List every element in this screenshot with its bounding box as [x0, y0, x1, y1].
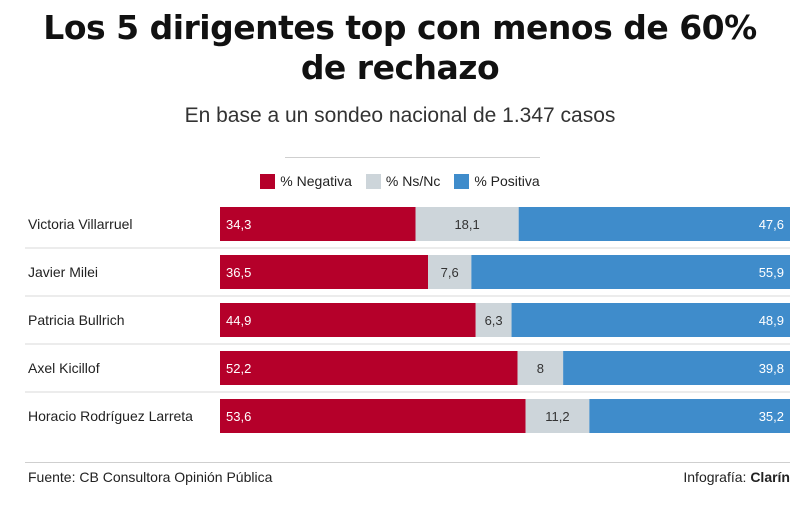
credit-brand: Clarín: [750, 469, 790, 485]
legend: % Negativa % Ns/Nc % Positiva: [0, 173, 800, 189]
data-label-positiva: 47,6: [759, 217, 784, 232]
category-label: Victoria Villarruel: [28, 216, 133, 232]
data-label-nsnc: 18,1: [454, 217, 479, 232]
data-label-nsnc: 8: [537, 361, 544, 376]
credit-note: Infografía: Clarín: [683, 469, 790, 485]
bar-segment-nsnc: [525, 399, 590, 433]
legend-label-nsnc: % Ns/Nc: [385, 173, 441, 189]
legend-item-positiva: % Positiva: [454, 173, 540, 189]
bar-segment-positiva: [471, 255, 790, 289]
bar-segment-nsnc: [475, 303, 512, 337]
bar-segment-positiva: [518, 207, 790, 241]
legend-swatch-negativa: [260, 173, 276, 189]
category-label: Patricia Bullrich: [28, 312, 124, 328]
bar-segment-negativa: [220, 255, 429, 289]
legend-label-negativa: % Negativa: [280, 173, 352, 189]
chart-subtitle: En base a un sondeo nacional de 1.347 ca…: [184, 104, 616, 127]
data-label-negativa: 53,6: [226, 409, 251, 424]
footer-divider: [25, 462, 790, 463]
bar-segment-negativa: [220, 399, 526, 433]
bar-segment-nsnc: [428, 255, 472, 289]
chart-title: Los 5 dirigentes top con menos de 60% de…: [43, 8, 757, 87]
bar-segment-positiva: [511, 303, 790, 337]
data-label-nsnc: 7,6: [441, 265, 459, 280]
data-label-negativa: 36,5: [226, 265, 251, 280]
legend-swatch-nsnc: [365, 173, 381, 189]
category-label: Javier Milei: [28, 264, 98, 280]
data-label-negativa: 44,9: [226, 313, 251, 328]
bar-segment-negativa: [220, 303, 476, 337]
bar-segment-nsnc: [415, 207, 519, 241]
data-label-negativa: 52,2: [226, 361, 251, 376]
stacked-bar-chart: Victoria Villarruel 34,3 18,1 47,6 Javier Mi…: [25, 207, 790, 433]
category-label: Axel Kicillof: [28, 360, 100, 376]
bar-segment-nsnc: [517, 351, 564, 385]
source-note: Fuente: CB Consultora Opinión Pública: [28, 469, 273, 485]
bar-segment-positiva: [563, 351, 790, 385]
data-label-negativa: 34,3: [226, 217, 251, 232]
credit-prefix: Infografía:: [683, 469, 751, 485]
divider: [285, 157, 540, 158]
legend-item-negativa: % Negativa: [260, 173, 352, 189]
category-label: Horacio Rodríguez Larreta: [28, 408, 193, 424]
bar-segment-negativa: [220, 207, 416, 241]
legend-swatch-positiva: [454, 173, 470, 189]
data-label-positiva: 55,9: [759, 265, 784, 280]
data-label-positiva: 39,8: [759, 361, 784, 376]
bar-segment-positiva: [589, 399, 790, 433]
legend-item-nsnc: % Ns/Nc: [365, 173, 441, 189]
data-label-positiva: 35,2: [759, 409, 784, 424]
bar-segment-negativa: [220, 351, 518, 385]
data-label-positiva: 48,9: [759, 313, 784, 328]
data-label-nsnc: 11,2: [545, 409, 569, 424]
data-label-nsnc: 6,3: [485, 313, 503, 328]
legend-label-positiva: % Positiva: [474, 173, 540, 189]
